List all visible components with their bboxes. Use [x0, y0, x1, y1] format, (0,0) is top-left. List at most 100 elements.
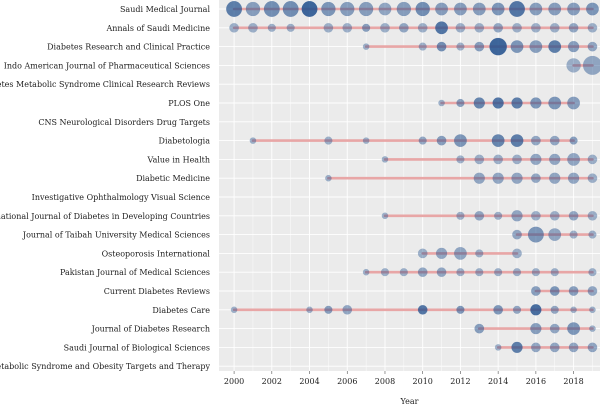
data-point [301, 0, 318, 18]
data-point [512, 22, 522, 33]
data-point [323, 22, 334, 33]
data-point [568, 342, 579, 353]
data-point [306, 306, 313, 314]
data-point [548, 228, 562, 242]
data-point [588, 230, 597, 239]
journal-label: Diabetic Medicine [136, 174, 210, 183]
data-point [248, 22, 258, 33]
data-point [381, 156, 389, 163]
x-axis-title: Year [400, 397, 419, 406]
data-point [321, 1, 336, 17]
x-tick-label: 2014 [488, 377, 508, 386]
data-point [494, 344, 502, 351]
data-point [530, 322, 542, 335]
data-point [493, 154, 504, 165]
data-point [510, 40, 524, 54]
data-point [569, 230, 578, 239]
data-point [282, 0, 299, 18]
data-point [587, 210, 598, 221]
data-point [417, 22, 428, 33]
data-point [530, 153, 542, 166]
data-point [511, 97, 523, 109]
data-point [493, 304, 504, 315]
data-point [339, 1, 355, 17]
x-tick-label: 2002 [262, 377, 282, 386]
data-point [475, 249, 484, 258]
data-point [473, 172, 485, 184]
x-tick-label: 2012 [450, 377, 470, 386]
data-point [567, 322, 581, 336]
data-point [567, 40, 580, 53]
journal-label: Pakistan Journal of Medical Sciences [60, 268, 210, 277]
data-point [568, 286, 579, 296]
x-tick-label: 2008 [375, 377, 395, 386]
data-point [493, 22, 504, 33]
data-point [587, 173, 598, 184]
data-point [550, 305, 559, 314]
data-point [417, 267, 428, 278]
data-point [530, 210, 541, 221]
journal-label: Annals of Saudi Medicine [105, 24, 210, 33]
journal-label: Diabetologia [159, 137, 211, 146]
data-point [568, 22, 579, 33]
data-point [585, 2, 599, 16]
data-point [529, 40, 543, 54]
data-point [531, 268, 541, 277]
journal-label: Value in Health [147, 155, 210, 164]
data-point [492, 97, 504, 109]
data-point [589, 306, 596, 314]
data-point [396, 1, 412, 17]
data-point [512, 268, 522, 277]
data-point [587, 154, 598, 165]
data-point [530, 97, 542, 109]
data-point [380, 22, 390, 33]
data-point [550, 268, 559, 277]
data-point [474, 154, 485, 165]
data-point [436, 41, 447, 52]
journal-label: Saudi Medical Journal [120, 5, 211, 14]
data-point [474, 41, 485, 52]
data-point [568, 210, 579, 221]
data-point [494, 268, 503, 277]
data-point [435, 21, 449, 35]
data-point [566, 58, 581, 73]
data-point [267, 23, 276, 32]
data-point [530, 22, 541, 33]
data-point [245, 1, 261, 17]
data-point [549, 323, 560, 334]
data-point [530, 286, 541, 296]
data-point [587, 286, 598, 296]
journal-label: Diabetes Care [152, 306, 210, 315]
data-point [491, 2, 505, 16]
data-point [549, 286, 560, 296]
x-tick-label: 2010 [413, 377, 433, 386]
data-point [436, 135, 447, 146]
data-point [512, 248, 522, 259]
data-point [453, 246, 467, 260]
data-point [530, 135, 541, 146]
data-point [508, 0, 526, 18]
data-point [362, 43, 370, 50]
journal-label: Saudi Journal of Biological Sciences [64, 343, 210, 352]
data-point [494, 211, 503, 220]
data-point [569, 136, 578, 145]
data-point [548, 40, 562, 54]
data-point [527, 226, 544, 243]
data-point [567, 2, 581, 16]
data-point [435, 247, 448, 260]
data-points [226, 0, 600, 354]
data-point [418, 136, 427, 145]
data-point [492, 172, 504, 184]
data-point [361, 23, 371, 32]
data-point [362, 268, 370, 276]
data-point [567, 96, 581, 110]
data-point [398, 22, 409, 33]
data-point [324, 136, 333, 145]
x-tick-label: 2018 [563, 377, 583, 386]
data-point [511, 341, 523, 354]
data-point [530, 173, 541, 184]
data-point [549, 172, 561, 184]
data-point [549, 210, 560, 221]
data-point [456, 268, 465, 277]
